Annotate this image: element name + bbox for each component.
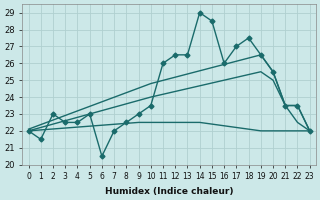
X-axis label: Humidex (Indice chaleur): Humidex (Indice chaleur) (105, 187, 233, 196)
